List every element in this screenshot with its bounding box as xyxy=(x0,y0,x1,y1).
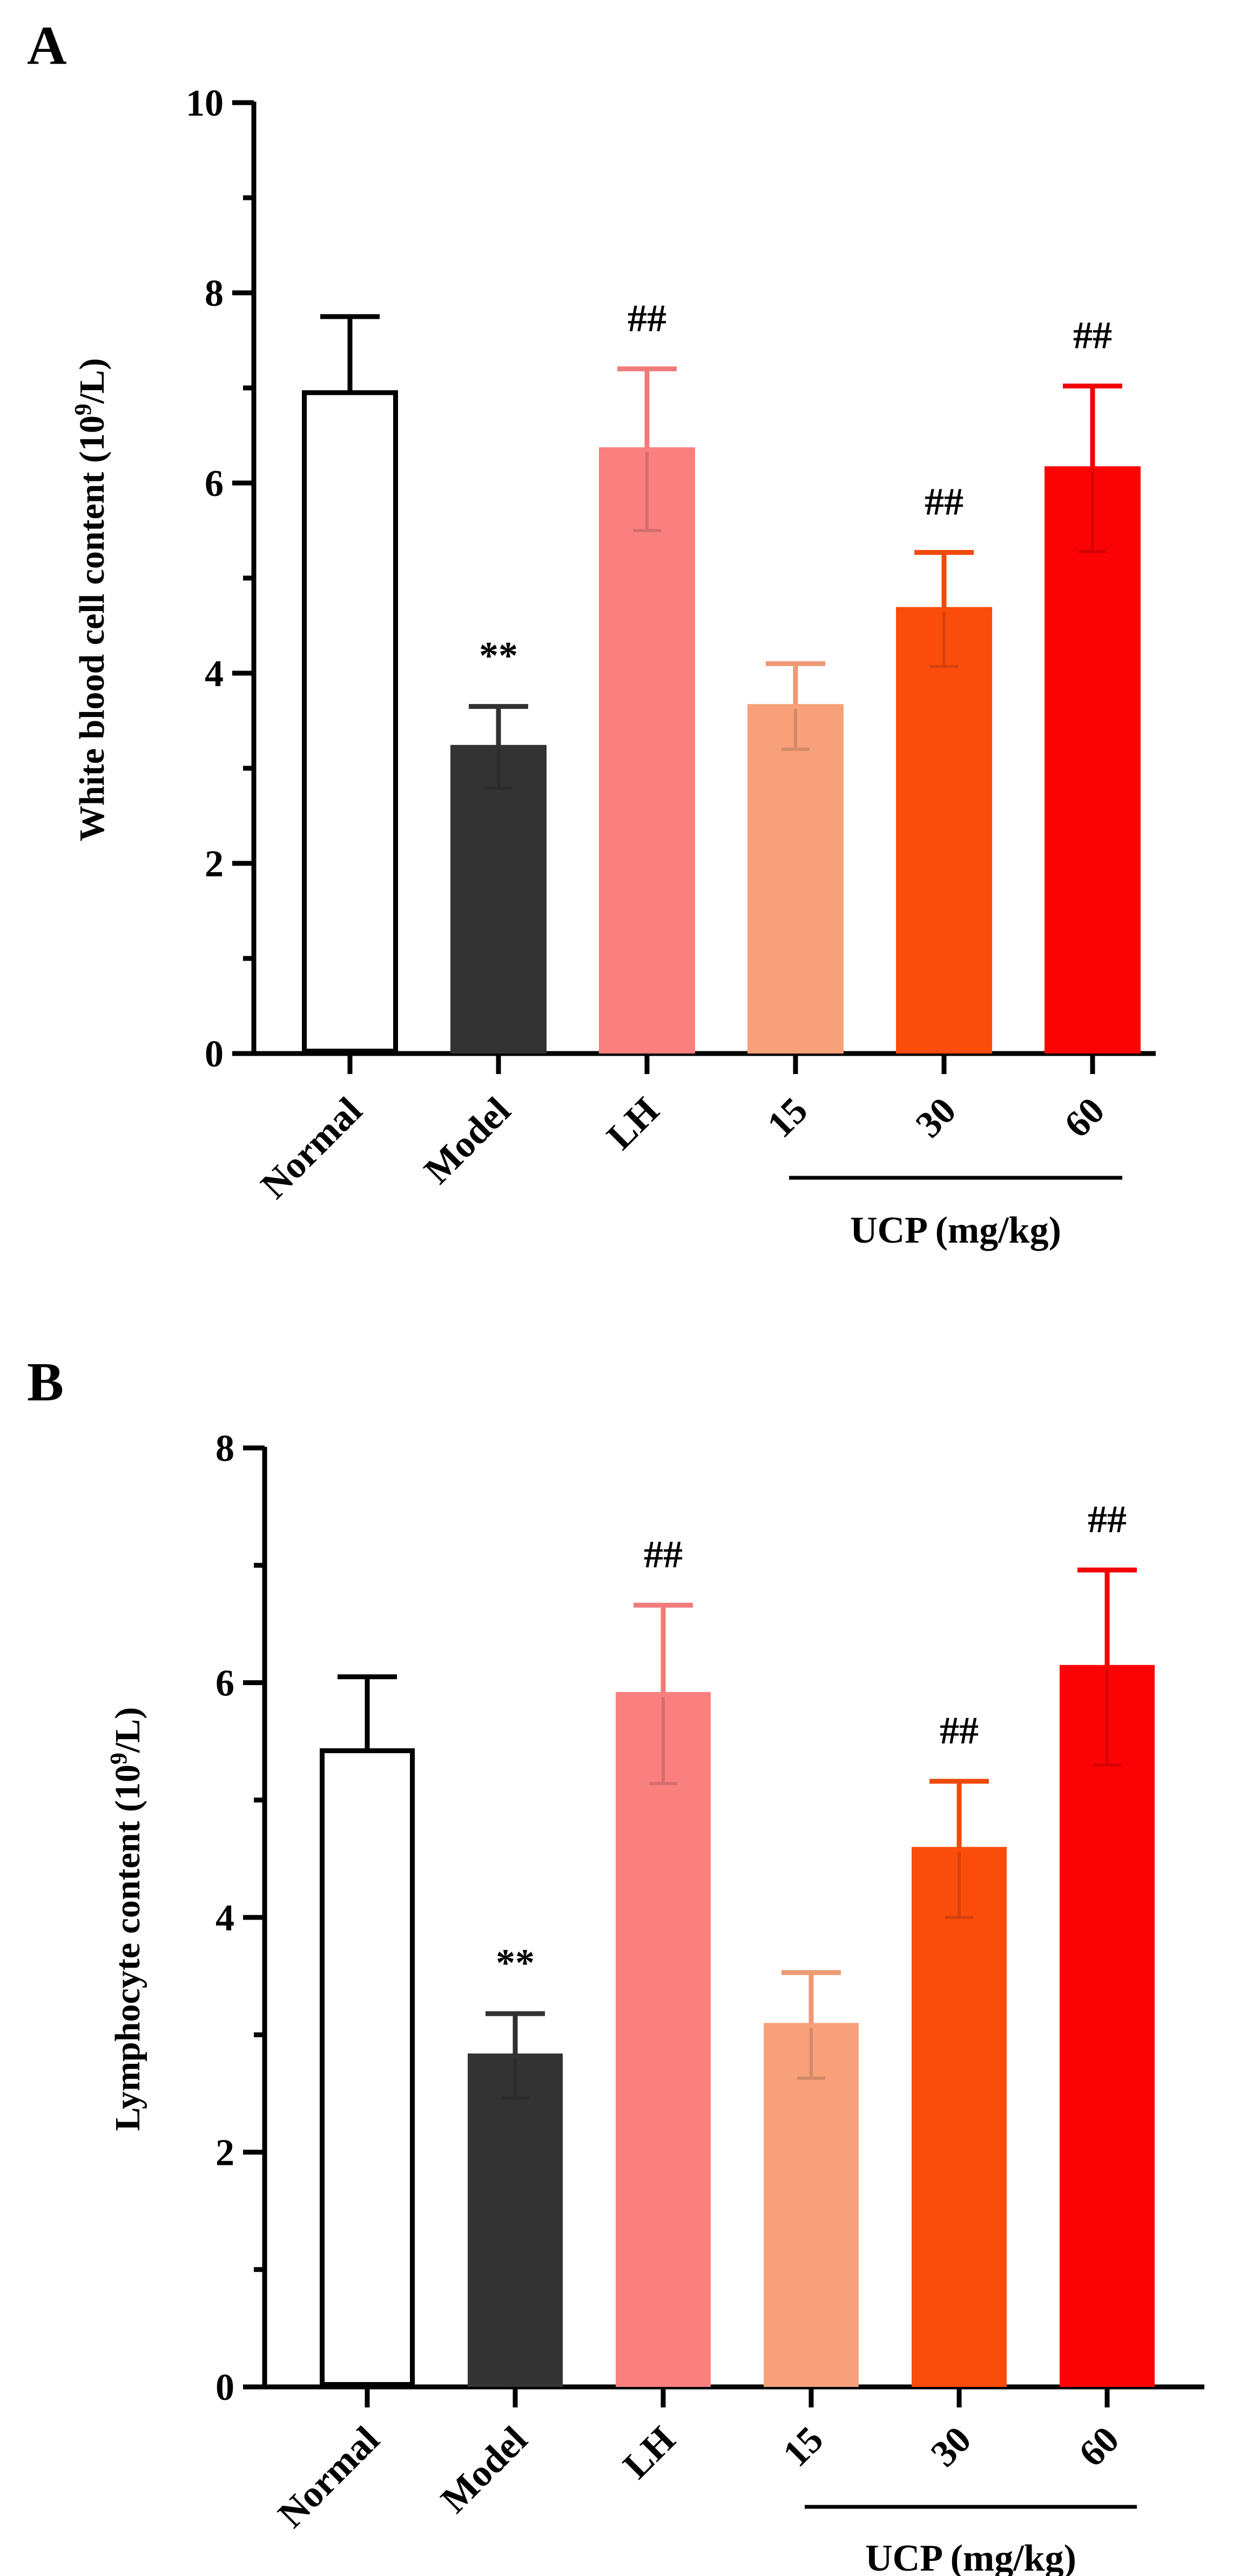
panel-a-y-tick-label: 8 xyxy=(205,273,224,314)
panel-b-y-tick-label: 4 xyxy=(215,1897,234,1939)
panel-b-category-label: LH xyxy=(615,2419,683,2487)
panel-b-bar-15 xyxy=(764,2023,859,2387)
panel-a-ylabel-main: White blood cell content (10 xyxy=(72,415,112,841)
panel-a-significance-label: ** xyxy=(479,634,518,677)
panel-a-significance-label: ## xyxy=(628,297,666,340)
panel-b-y-tick-label: 2 xyxy=(215,2132,234,2174)
panel-a-significance-label: ## xyxy=(925,480,963,523)
panel-a-y-tick-label: 4 xyxy=(205,653,224,695)
panel-b-y-axis-label: Lymphocyte content (109/L) xyxy=(105,1707,147,2131)
panel-a-bar-lh xyxy=(599,447,695,1054)
panel-a-y-axis-label: White blood cell content (109/L) xyxy=(70,358,112,842)
panel-a-bar-model xyxy=(450,744,547,1054)
panel-a: A White blood cell content (109/L) 0 2 4 6 8… xyxy=(27,15,1156,1251)
panel-b: B Lymphocyte content (109/L) 0 2 4 6 8 Normal… xyxy=(27,1352,1204,2576)
panel-b-y-tick-label: 8 xyxy=(215,1428,234,1470)
panel-a-category-label: Normal xyxy=(253,1090,370,1207)
panel-a-y-tick-label: 0 xyxy=(205,1034,224,1075)
panel-b-ylabel-sup: 9 xyxy=(105,1753,132,1765)
panel-b-bar-lh xyxy=(616,1692,711,2387)
panel-a-label: A xyxy=(27,15,67,76)
panel-b-category-label: 15 xyxy=(775,2419,831,2475)
panel-a-y-tick-label: 10 xyxy=(186,83,224,124)
panel-a-plot: 0 2 4 6 8 10 Normal ** Model ## LH 15 ## 30 ## 60 UCP (m… xyxy=(186,83,1156,1251)
panel-a-y-tick-label: 2 xyxy=(205,843,224,885)
panel-b-bar-30 xyxy=(912,1847,1007,2387)
panel-a-category-label: 15 xyxy=(759,1090,816,1146)
panel-a-ylabel-tail: /L) xyxy=(72,358,112,404)
panel-a-ylabel-sup: 9 xyxy=(70,404,96,415)
panel-a-category-label: Model xyxy=(416,1090,518,1192)
panel-a-significance-label: ## xyxy=(1073,313,1112,357)
panel-b-bar-model xyxy=(468,2053,563,2387)
panel-b-y-tick-label: 6 xyxy=(215,1663,234,1705)
panel-a-y-tick-label: 6 xyxy=(205,463,224,505)
panel-a-category-label: 60 xyxy=(1056,1090,1113,1146)
panel-b-ylabel-main: Lymphocyte content (10 xyxy=(108,1765,147,2131)
panel-b-category-label: Model xyxy=(433,2419,535,2521)
panel-b-category-label: 30 xyxy=(923,2419,979,2475)
panel-a-group-label: UCP (mg/kg) xyxy=(850,1210,1061,1251)
panel-b-bar-60 xyxy=(1060,1665,1155,2387)
panel-b-category-label: 60 xyxy=(1071,2419,1127,2475)
panel-a-category-label: 30 xyxy=(908,1090,964,1146)
panel-a-bar-30 xyxy=(896,607,992,1054)
panel-b-y-tick-label: 0 xyxy=(215,2367,234,2409)
panel-b-category-label: Normal xyxy=(271,2419,388,2536)
panel-b-label: B xyxy=(27,1352,64,1413)
panel-b-plot: 0 2 4 6 8 Normal ** Model ## LH 15 ## 30 ## 60 UCP (mg/… xyxy=(215,1428,1204,2576)
panel-a-category-label: LH xyxy=(599,1090,667,1158)
panel-b-significance-label: ## xyxy=(1088,1498,1127,1541)
panel-b-bar-normal xyxy=(320,1748,415,2387)
panel-b-significance-label: ** xyxy=(496,1941,535,1984)
panel-a-bar-15 xyxy=(747,704,844,1054)
panel-a-bar-60 xyxy=(1044,466,1141,1054)
panel-b-group-label: UCP (mg/kg) xyxy=(865,2538,1076,2576)
panel-a-bar-normal xyxy=(302,390,398,1054)
panel-b-significance-label: ## xyxy=(644,1533,683,1576)
panel-b-significance-label: ## xyxy=(940,1709,979,1752)
panel-b-ylabel-tail: /L) xyxy=(108,1707,147,1753)
